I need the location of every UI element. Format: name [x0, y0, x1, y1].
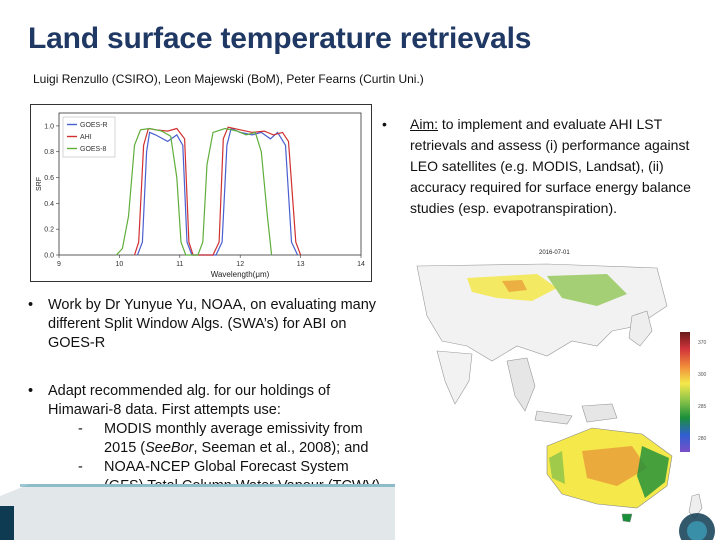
- srf-chart-panel: 0.0 0.2 0.4 0.6 0.8 1.0 9 10 11 12 13 14 Wavelength(…: [30, 104, 372, 282]
- work-text: Work by Dr Yunyue Yu, NOAA, on evaluatin…: [48, 297, 377, 351]
- x-tick-label: 11: [176, 261, 183, 268]
- bullet-dot: •: [28, 383, 34, 399]
- authors-line: Luigi Renzullo (CSIRO), Leon Majewski (B…: [33, 72, 424, 86]
- island-2: [581, 403, 618, 423]
- australia-hot-core: [582, 446, 647, 486]
- aim-label: Aim:: [410, 116, 438, 132]
- adapt-sub-list: - MODIS monthly average emissivity from 2…: [48, 420, 388, 496]
- legend-label: GOES-R: [80, 122, 108, 129]
- work-bullet-list: • Work by Dr Yunyue Yu, NOAA, on evaluati…: [28, 296, 388, 353]
- sub-item-modis: - MODIS monthly average emissivity from 2…: [48, 420, 388, 458]
- colorbar-tick: 280: [698, 436, 707, 442]
- adapt-text: Adapt recommended alg. for our holdings …: [48, 383, 331, 418]
- x-tick-label: 14: [357, 261, 365, 268]
- island-1: [534, 410, 573, 425]
- new-zealand: [688, 493, 703, 519]
- sub-text-b: , Seeman et al., 2008); and: [193, 440, 369, 456]
- sub-italic: SeeBor: [145, 440, 194, 456]
- lst-map-panel: 2016-07-01: [397, 246, 720, 545]
- map-title: 2016-07-01: [539, 250, 570, 256]
- y-axis-label: SRF: [36, 177, 43, 191]
- x-tick-label: 13: [297, 261, 305, 268]
- legend-label: GOES-8: [80, 146, 107, 153]
- work-bullet: • Work by Dr Yunyue Yu, NOAA, on evaluati…: [28, 296, 388, 353]
- lst-map: 2016-07-01: [416, 250, 715, 545]
- australia-green-coast: [637, 446, 669, 498]
- bullet-dot: •: [28, 297, 34, 313]
- aim-bullet: • Aim: to implement and evaluate AHI LST…: [382, 114, 714, 219]
- asia-warm-patch: [502, 280, 527, 292]
- adapt-bullet-list: • Adapt recommended alg. for our holdings…: [28, 382, 388, 496]
- legend-label: AHI: [80, 134, 92, 141]
- dash-marker: -: [78, 421, 83, 437]
- x-tick-label: 9: [57, 261, 61, 268]
- sub-text-a: MODIS monthly average emissivity from 20…: [104, 421, 363, 456]
- colorbar-tick: 285: [698, 404, 707, 410]
- x-tick-label: 10: [116, 261, 124, 268]
- bullet-dot: •: [382, 116, 387, 132]
- x-tick-label: 12: [236, 261, 244, 268]
- y-tick-label: 1.0: [44, 123, 54, 130]
- corner-badge-inner: [687, 521, 707, 541]
- y-tick-label: 0.4: [44, 201, 54, 208]
- x-axis-label: Wavelength(μm): [211, 270, 270, 279]
- y-tick-label: 0.2: [44, 227, 54, 234]
- srf-chart: 0.0 0.2 0.4 0.6 0.8 1.0 9 10 11 12 13 14 Wavelength(…: [36, 112, 365, 279]
- series-line-goes-r: [136, 127, 299, 256]
- map-colorbar: [680, 332, 690, 452]
- australia-west-green: [549, 451, 565, 484]
- y-tick-label: 0.6: [44, 175, 54, 182]
- tasmania: [621, 513, 633, 523]
- colorbar-tick: 300: [698, 372, 707, 378]
- y-tick-label: 0.8: [44, 149, 54, 156]
- series-line-goes-8: [115, 127, 273, 256]
- colorbar-tick: 370: [698, 340, 707, 346]
- aim-text: to implement and evaluate AHI LST retrie…: [410, 116, 691, 216]
- japan-landmass: [628, 310, 653, 347]
- seasia-landmass: [506, 357, 536, 412]
- india-landmass: [436, 350, 473, 405]
- slide-title: Land surface temperature retrievals: [28, 22, 532, 55]
- adapt-bullet: • Adapt recommended alg. for our holdings…: [28, 382, 388, 496]
- bottom-band-decoration: [0, 484, 395, 540]
- y-tick-label: 0.0: [44, 253, 54, 260]
- dash-marker: -: [78, 459, 83, 475]
- asia-green-patch: [547, 274, 627, 306]
- series-line-ahi: [133, 126, 302, 256]
